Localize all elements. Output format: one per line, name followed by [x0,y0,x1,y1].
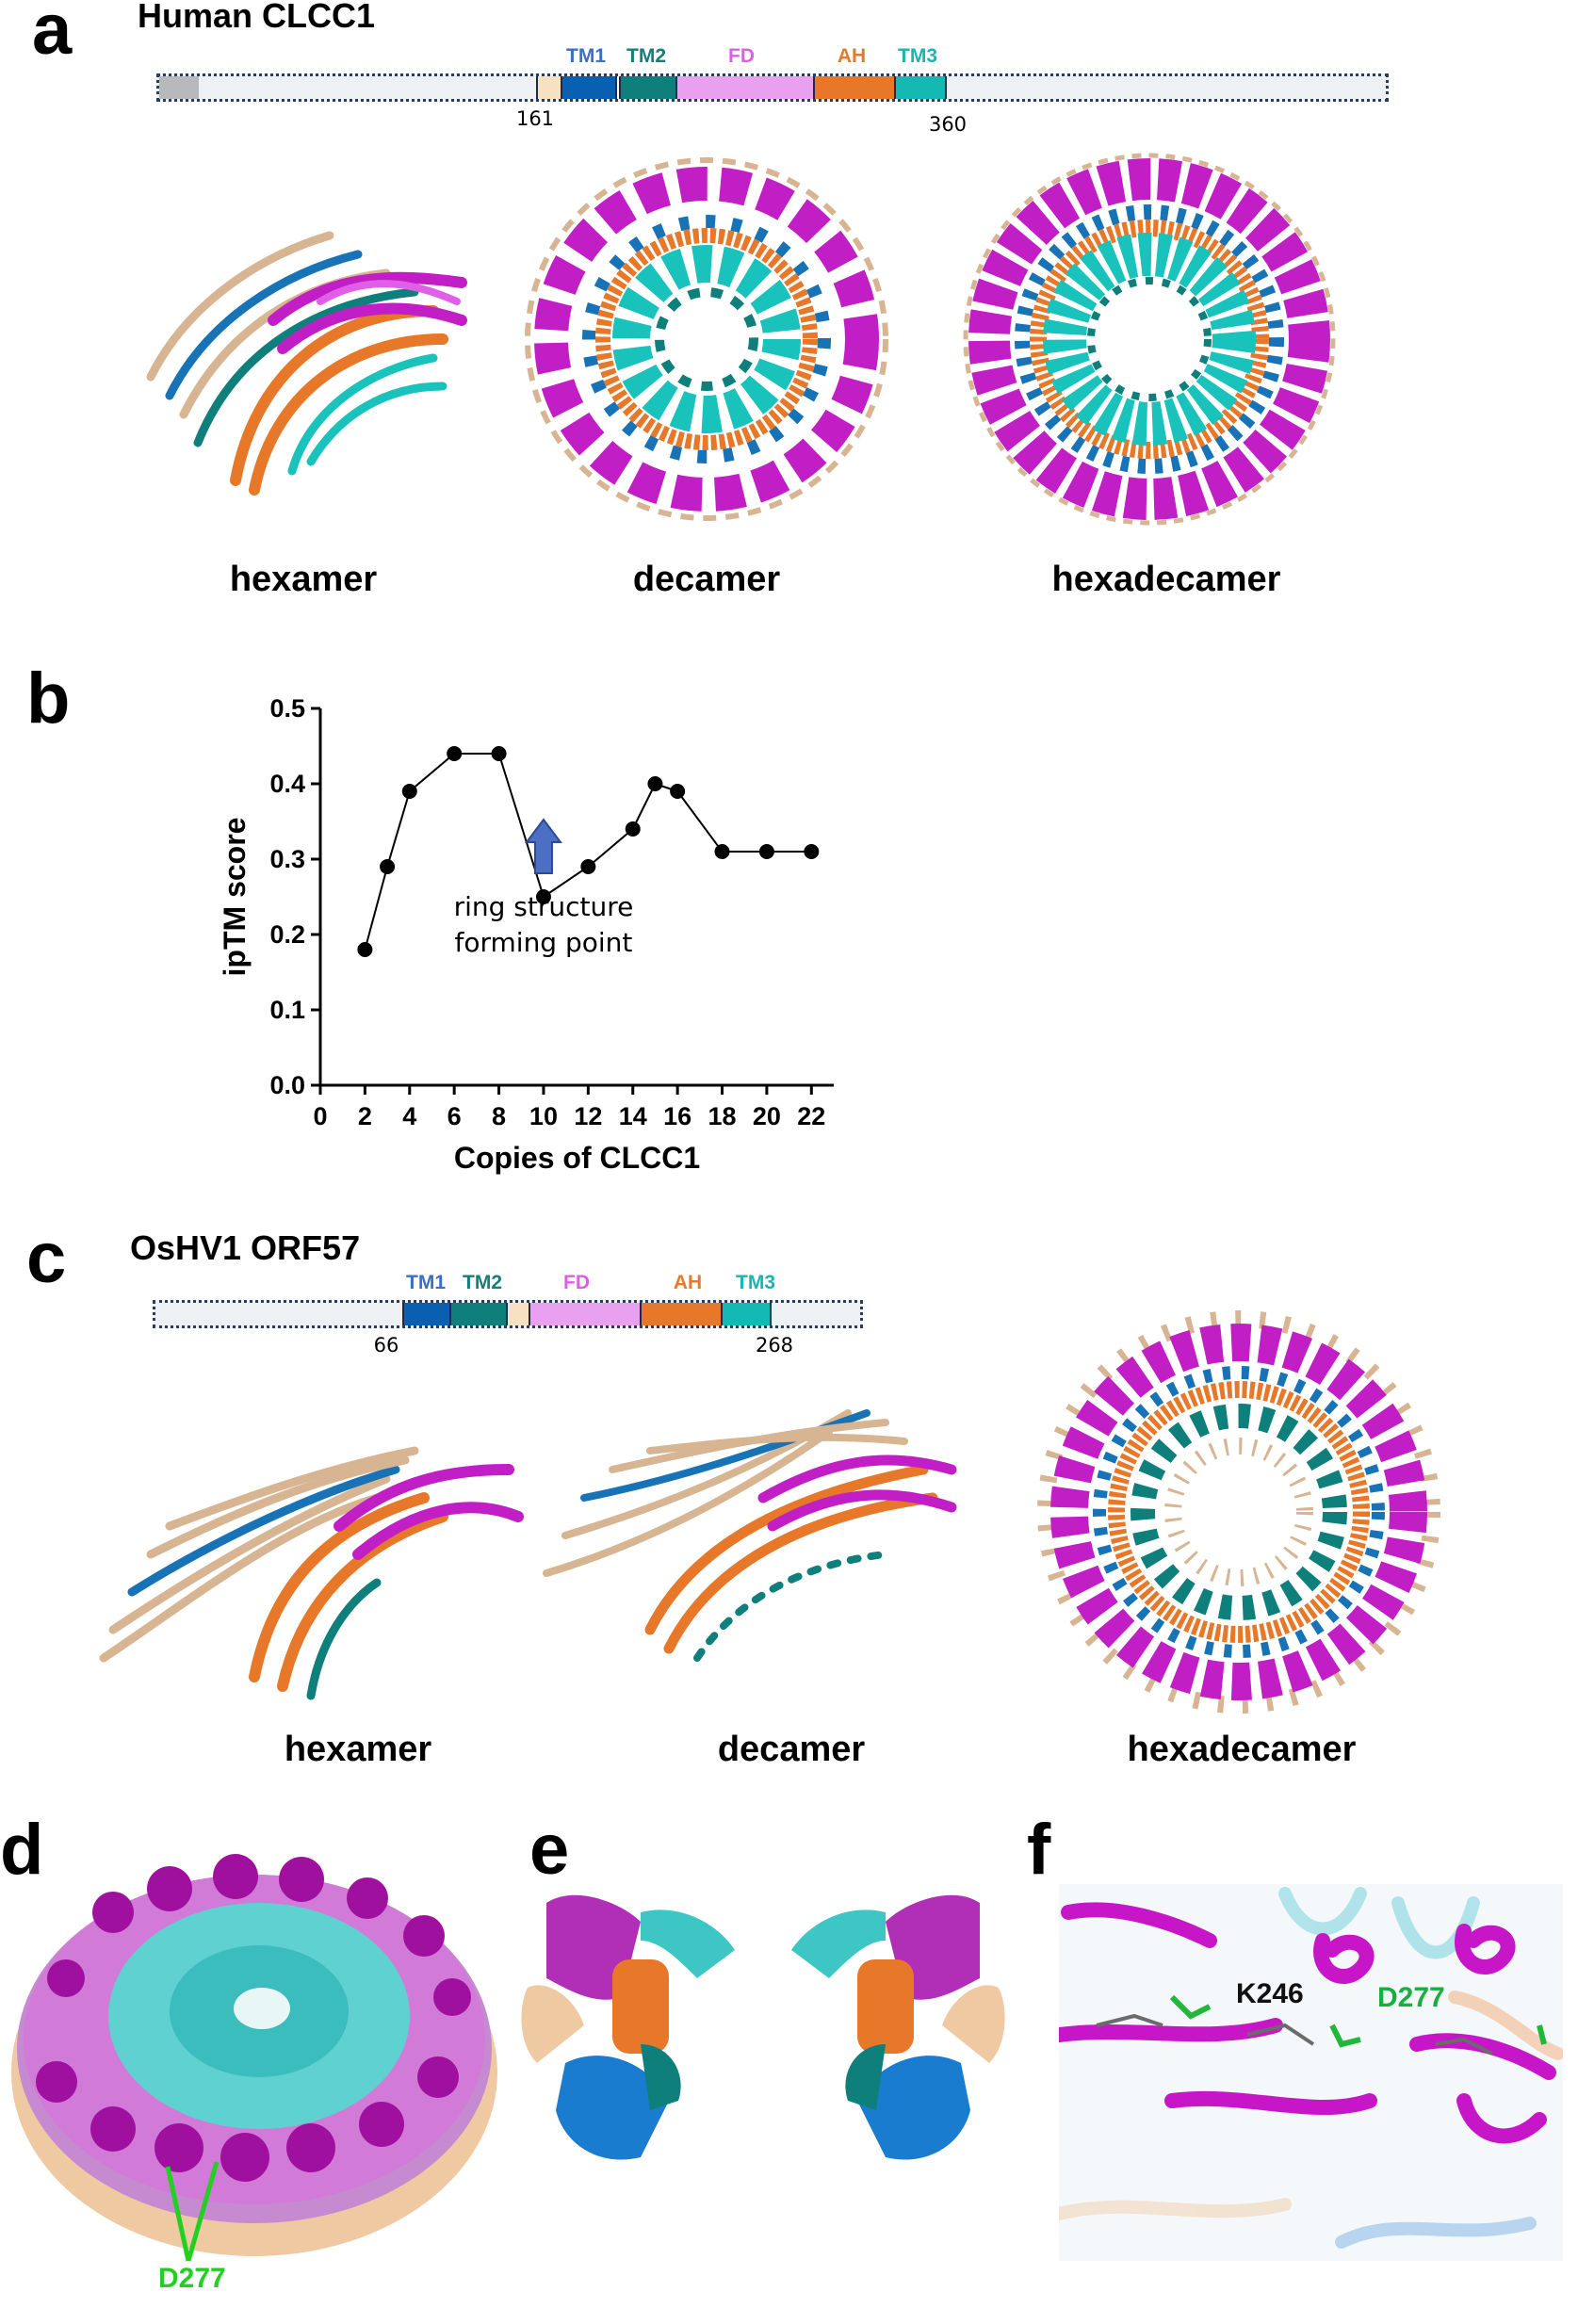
x-tick-label: 20 [753,1102,781,1130]
y-tick-label: 0.1 [269,996,305,1024]
y-tick-label: 0.5 [269,694,305,723]
iptm-score-chart: 0 2 4 6 8 10 12 14 16 18 20 22 0.0 0.1 0.2 0.3 0.4 0.5 Cop… [218,694,834,1175]
panel-d-letter: d [0,1810,44,1890]
signal-segment [159,76,199,99]
data-point [535,889,551,904]
domain-fd [529,1303,640,1325]
structure-label-decamer: decamer [717,1730,866,1769]
x-tick-label: 12 [574,1102,602,1130]
annotation-line-1: ring structure [454,891,634,922]
domain-label-tm2: TM2 [626,45,666,67]
x-axis-label: Copies of CLCC1 [454,1141,700,1175]
domain-label-ah: AH [837,45,867,67]
y-tick-label: 0.3 [269,845,305,873]
structure-label-hexamer: hexamer [284,1730,432,1769]
data-point [357,942,373,957]
domain-label-tm3: TM3 [736,1272,775,1293]
data-point [758,844,774,859]
end-position: 360 [928,113,968,136]
structure-label-decamer: decamer [632,560,781,599]
domain-tm2 [449,1303,506,1325]
x-tick-label: 22 [797,1102,825,1130]
domain-label-tm2: TM2 [463,1272,502,1293]
domain-label-fd: FD [563,1272,590,1293]
pre-tm1-segment [536,76,561,99]
orf57-hexadecamer-structure [1037,1310,1440,1714]
human-hexamer-structure [146,231,467,496]
structure-label-hexadecamer: hexadecamer [1127,1730,1357,1769]
x-tick-label: 0 [313,1102,327,1130]
human-clcc1-domain-bar [156,73,1389,102]
panel-b-letter: b [26,658,71,739]
y-tick-label: 0.0 [269,1071,305,1099]
data-point [804,844,820,859]
linker-segment [506,1303,529,1325]
structure-label-hexadecamer: hexadecamer [1051,560,1281,599]
chart-axes: 0 2 4 6 8 10 12 14 16 18 20 22 0.0 0.1 0.2 0.3 0.4 0.5 Cop… [218,694,834,1175]
human-decamer-structure [525,157,888,521]
start-position: 161 [515,107,555,130]
ring-point-arrow [524,818,562,874]
panel-e-letter: e [529,1810,570,1890]
chart-points [357,746,820,957]
domain-tm1 [402,1303,449,1325]
domain-label-tm1: TM1 [406,1272,446,1293]
data-point [580,859,596,874]
data-point [447,746,463,761]
domain-label-fd: FD [728,45,755,67]
start-position: 66 [373,1334,399,1357]
data-point [670,784,686,799]
residue-label-d277: D277 [158,2263,226,2294]
data-point [714,844,730,859]
domain-fd [675,76,813,99]
domain-tm3 [721,1303,772,1325]
data-point [401,784,417,799]
x-tick-label: 6 [447,1102,462,1130]
surface-ring-structure [11,1854,497,2262]
domain-ah [813,76,894,99]
panel-c-title: OsHV1 ORF57 [130,1228,361,1267]
tm-gap [615,76,619,99]
domain-label-tm1: TM1 [566,45,606,67]
structure-label-hexamer: hexamer [229,560,378,599]
x-tick-label: 2 [358,1102,372,1130]
panel-f-letter: f [1027,1810,1051,1890]
end-position: 268 [755,1334,794,1357]
y-tick-label: 0.2 [269,920,305,949]
y-tick-label: 0.4 [269,770,305,798]
orf57-domain-bar [153,1300,863,1328]
annotation-line-2: forming point [455,927,633,958]
monomer-pair-structure [521,1894,1005,2160]
panel-a-title: Human CLCC1 [138,0,376,35]
data-point [625,821,641,837]
x-tick-label: 16 [663,1102,691,1130]
domain-tm2 [619,76,675,99]
y-axis-label: ipTM score [218,818,252,977]
residue-label-k246: K246 [1236,1978,1304,2009]
domain-label-tm3: TM3 [898,45,937,67]
domain-label-ah: AH [673,1272,703,1293]
orf57-decamer-structure [543,1409,957,1662]
human-hexadecamer-structure [963,153,1336,526]
x-tick-label: 18 [708,1102,736,1130]
residue-label-d277: D277 [1377,1982,1445,2013]
x-tick-label: 14 [619,1102,647,1130]
x-tick-label: 10 [529,1102,558,1130]
data-point [491,746,507,761]
orf57-hexamer-structure [99,1446,524,1700]
interface-zoom-view [1059,1884,1563,2261]
panel-a-letter: a [32,0,73,70]
x-tick-label: 4 [402,1102,416,1130]
data-point [380,859,396,874]
panel-c-letter: c [26,1218,67,1298]
domain-tm3 [894,76,947,99]
x-tick-label: 8 [492,1102,506,1130]
data-point [647,776,663,791]
domain-tm1 [561,76,615,99]
domain-ah [640,1303,721,1325]
chart-annotation: ring structure forming point [454,818,634,958]
